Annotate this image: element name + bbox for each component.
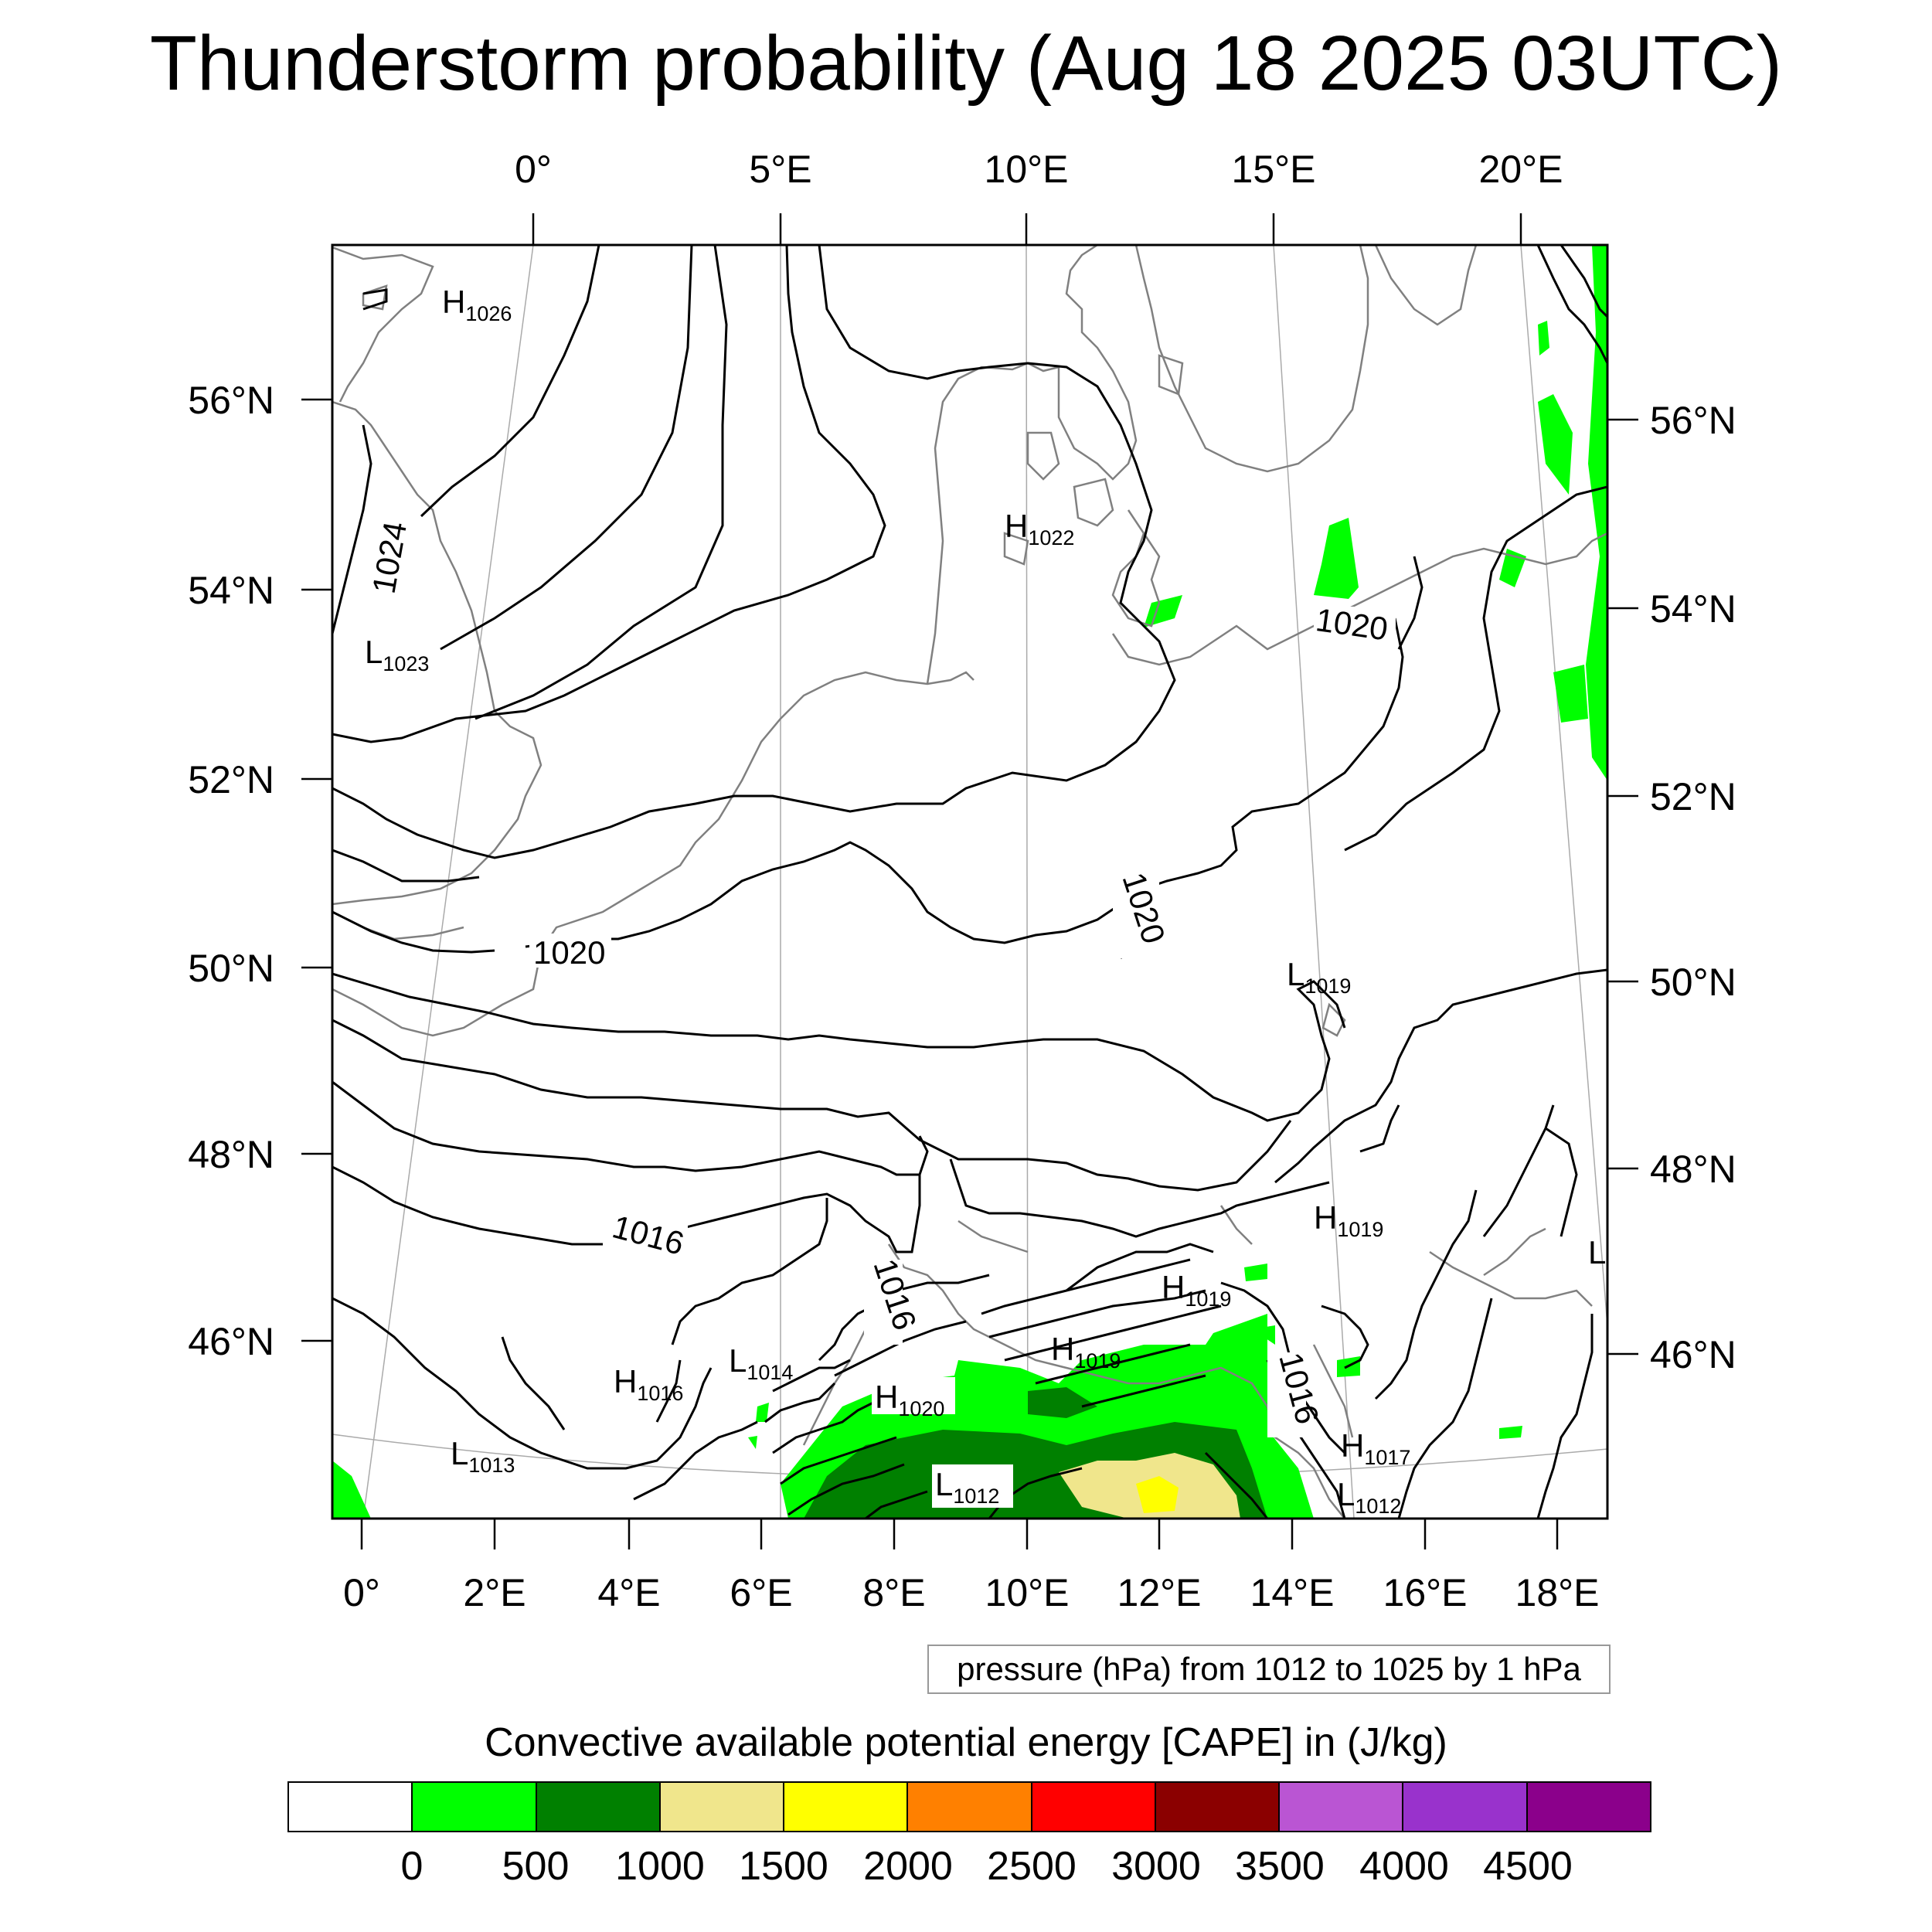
colorbar: [287, 1781, 1651, 1832]
right-lat-label: 50°N: [1650, 961, 1736, 1004]
pressure-center: L1023: [365, 634, 429, 675]
contour-info-box: pressure (hPa) from 1012 to 1025 by 1 hP…: [927, 1645, 1611, 1694]
colorbar-segment: [1527, 1783, 1650, 1831]
pressure-center: L: [1588, 1234, 1606, 1270]
map-frame: [332, 245, 1607, 1519]
right-axis-labels: 56°N 54°N 52°N 50°N 48°N 46°N: [1650, 399, 1736, 1376]
bottom-lon-label: 12°E: [1117, 1571, 1202, 1614]
left-axis-labels: 56°N 54°N 52°N 50°N 48°N 46°N: [188, 379, 274, 1363]
top-axis-labels: 0° 5°E 10°E 15°E 20°E: [515, 148, 1563, 191]
coastlines: [332, 245, 1607, 1519]
bottom-lon-label: 4°E: [597, 1571, 660, 1614]
pressure-centers: H1026 H1022 L1023 L1019 H1019 H1019 H101…: [365, 284, 1606, 1518]
left-lat-label: 56°N: [188, 379, 274, 422]
colorbar-label: 4000: [1359, 1844, 1449, 1889]
pressure-center: L1012: [935, 1466, 999, 1508]
left-lat-label: 54°N: [188, 569, 274, 612]
right-lat-label: 54°N: [1650, 587, 1736, 631]
contour-label: 1020: [533, 934, 605, 971]
chart-title: Thunderstorm probability (Aug 18 2025 03…: [149, 20, 1783, 107]
colorbar-label: 2500: [987, 1844, 1077, 1889]
left-lat-label: 46°N: [188, 1320, 274, 1363]
top-lon-label: 0°: [515, 148, 552, 191]
left-lat-label: 48°N: [188, 1133, 274, 1176]
pressure-center: H1020: [875, 1379, 944, 1420]
colorbar-label: 1000: [615, 1844, 705, 1889]
colorbar-segment: [784, 1783, 909, 1831]
colorbar-segment: [289, 1783, 413, 1831]
pressure-center: H1019: [1051, 1331, 1121, 1372]
bottom-lon-label: 18°E: [1515, 1571, 1600, 1614]
colorbar-label: 2000: [863, 1844, 953, 1889]
colorbar-label: 3000: [1111, 1844, 1201, 1889]
top-lon-label: 15°E: [1232, 148, 1316, 191]
colorbar-label: 500: [502, 1844, 570, 1889]
top-lon-label: 10°E: [985, 148, 1069, 191]
top-lon-label: 5°E: [749, 148, 811, 191]
right-lat-label: 46°N: [1650, 1333, 1736, 1376]
colorbar-segment: [1280, 1783, 1404, 1831]
colorbar-segment: [413, 1783, 537, 1831]
colorbar-label: 4500: [1483, 1844, 1573, 1889]
bottom-lon-label: 14°E: [1250, 1571, 1335, 1614]
colorbar-segment: [1155, 1783, 1281, 1831]
pressure-center: L1014: [729, 1342, 793, 1384]
map-border: [331, 243, 1609, 1520]
right-lat-label: 56°N: [1650, 399, 1736, 442]
pressure-center: H1026: [442, 284, 512, 325]
colorbar-title: Convective available potential energy [C…: [485, 1720, 1447, 1765]
cape-1500-2000: [1136, 1476, 1179, 1513]
pressure-center: H1019: [1314, 1199, 1383, 1241]
colorbar-labels: 0 500 1000 1500 2000 2500 3000 3500 4000…: [0, 1843, 1932, 1897]
left-lat-label: 50°N: [188, 947, 274, 990]
top-lon-label: 20°E: [1479, 148, 1563, 191]
bottom-lon-label: 8°E: [862, 1571, 925, 1614]
pressure-center: H1019: [1162, 1269, 1231, 1311]
colorbar-segment: [908, 1783, 1032, 1831]
bottom-lon-label: 10°E: [985, 1571, 1070, 1614]
contour-labels: 1024 1020 1020 1020 1016 1016 1016: [363, 514, 1396, 1437]
colorbar-segment: [1032, 1783, 1156, 1831]
colorbar-label: 3500: [1235, 1844, 1325, 1889]
bottom-lon-label: 0°: [343, 1571, 380, 1614]
colorbar-segment: [1403, 1783, 1528, 1831]
colorbar-label: 1500: [739, 1844, 828, 1889]
pressure-center: H1016: [614, 1363, 683, 1405]
right-lat-label: 52°N: [1650, 775, 1736, 818]
colorbar-segment: [660, 1783, 785, 1831]
pressure-center: L1013: [451, 1435, 515, 1477]
pressure-center: L1012: [1337, 1476, 1401, 1518]
bottom-lon-label: 16°E: [1383, 1571, 1468, 1614]
left-lat-label: 52°N: [188, 758, 274, 801]
pressure-center: H1022: [1005, 508, 1074, 549]
isobars: [332, 245, 1607, 1519]
bottom-lon-label: 2°E: [463, 1571, 526, 1614]
colorbar-label: 0: [400, 1844, 423, 1889]
bottom-axis-labels: 0° 2°E 4°E 6°E 8°E 10°E 12°E 14°E 16°E 1…: [343, 1571, 1599, 1614]
bottom-lon-label: 6°E: [730, 1571, 792, 1614]
right-lat-label: 48°N: [1650, 1148, 1736, 1191]
pressure-center: H1017: [1341, 1427, 1410, 1469]
tick-marks: [301, 213, 1638, 1549]
colorbar-segment: [536, 1783, 661, 1831]
pressure-center: L1019: [1287, 956, 1351, 998]
